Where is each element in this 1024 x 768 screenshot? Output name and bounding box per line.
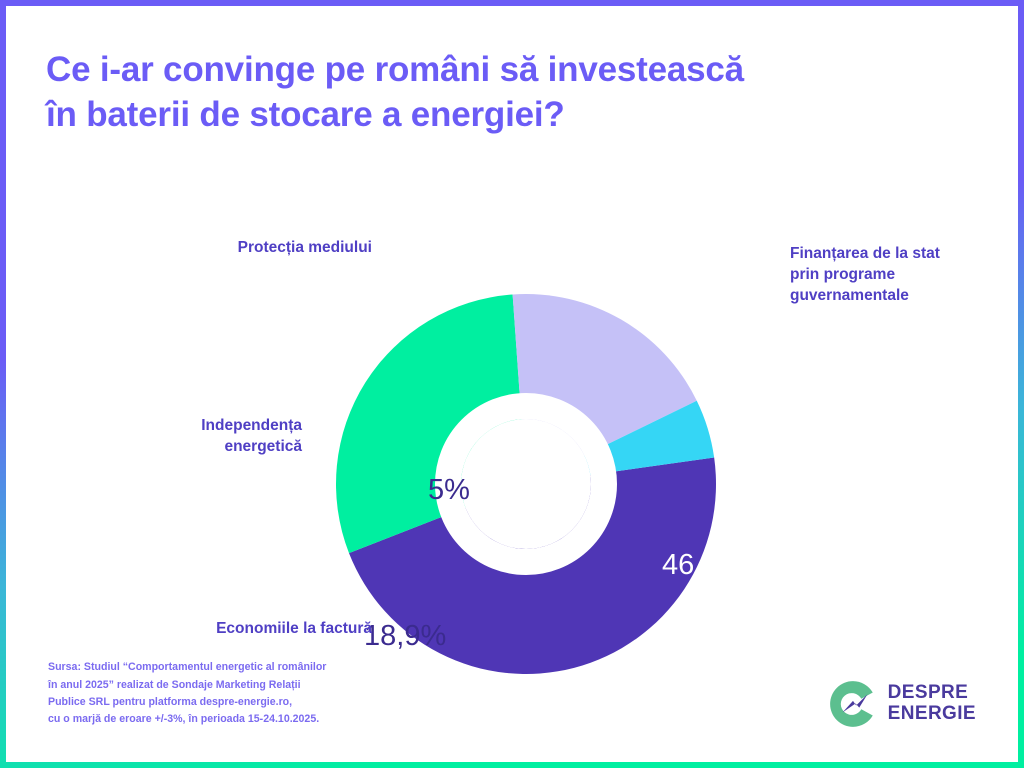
slice-value-label: 46,3%: [662, 549, 745, 581]
source-note: Sursa: Studiul “Comportamentul energetic…: [48, 659, 448, 728]
donut-chart: 46,3% 29,8% 18,9% 5%: [336, 209, 744, 689]
brand-name-line-2: ENERGIE: [887, 703, 976, 724]
brand-logo: DESPRE ENERGIE: [827, 678, 976, 730]
category-label-line: Finanțarea de la stat: [790, 245, 940, 262]
category-label-savings: Economiile la factură: [126, 619, 372, 640]
infographic-canvas: Ce i-ar convinge pe români să investeasc…: [6, 6, 1018, 762]
title-line-2: în baterii de stocare a energiei?: [46, 94, 565, 134]
category-label-line: Protecția mediului: [237, 239, 372, 256]
donut-center: [461, 419, 591, 549]
source-line: cu o marjă de eroare +/-3%, în perioada …: [48, 712, 320, 725]
brand-name: DESPRE ENERGIE: [888, 683, 976, 724]
energy-bolt-ring-icon: [829, 681, 873, 727]
title-line-1: Ce i-ar convinge pe români să investeasc…: [46, 50, 744, 89]
pie-svg: [336, 294, 716, 675]
source-line: Publice SRL pentru platforma despre-ener…: [48, 695, 293, 708]
source-line: Sursa: Studiul “Comportamentul energetic…: [48, 661, 327, 674]
donut-hole-ring: [435, 393, 617, 575]
category-label-independence: Independența energetică: [126, 416, 302, 458]
category-label-line: energetică: [224, 437, 302, 455]
pie-slices-group: [336, 209, 716, 689]
category-label-environment: Protecția mediului: [146, 238, 372, 259]
category-label-line: Independența: [201, 417, 302, 434]
slice-value-label: 18,9%: [364, 620, 447, 652]
category-label-line: guvernamentale: [790, 286, 909, 304]
category-label-finance: Finanțarea de la stat prin programe guve…: [790, 244, 1000, 306]
category-label-line: prin programe: [790, 265, 896, 283]
slice-value-label: 5%: [428, 474, 470, 506]
source-line: în anul 2025” realizat de Sondaje Market…: [48, 678, 301, 691]
brand-name-line-1: DESPRE: [887, 682, 969, 704]
category-label-line: Economiile la factură: [216, 620, 372, 637]
page-title: Ce i-ar convinge pe români să investeasc…: [46, 48, 926, 138]
